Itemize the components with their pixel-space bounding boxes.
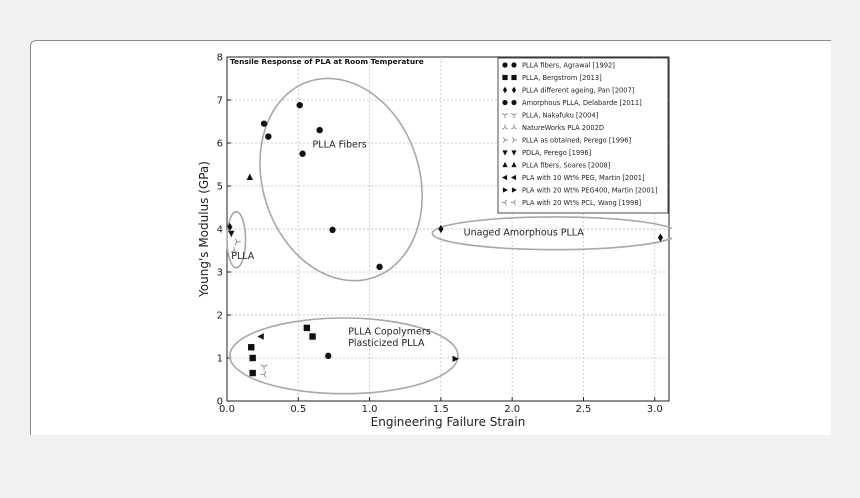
data-point: [296, 101, 303, 109]
axis-ticks: 0.0 0.5 1.0 1.5 2.0 2.5 3.0 0 1 2 3 4 5 6 7 8: [217, 53, 663, 416]
legend-entry-label: PLLA different ageing, Pan [2007]: [522, 87, 635, 95]
data-point: [260, 364, 268, 371]
legend-entry-label: PLA with 10 Wt% PEG, Martin [2001]: [522, 174, 645, 182]
data-point: [511, 124, 517, 130]
legend-entry-label: Amorphous PLLA, Delabarde [2011]: [522, 99, 642, 107]
data-point: [511, 187, 518, 193]
group-ellipse: [259, 77, 423, 282]
x-tick-label: 0.5: [290, 404, 306, 415]
data-point: [510, 199, 516, 206]
x-tick-label: 2.0: [504, 404, 520, 415]
data-point: [502, 124, 508, 130]
data-point: [265, 133, 272, 140]
legend-entry-label: PLLA fibers, Agrawal [1992]: [522, 62, 615, 70]
data-point: [299, 150, 306, 157]
data-point: [511, 99, 517, 106]
page-footer-area: [0, 435, 860, 498]
y-tick-label: 4: [217, 225, 223, 236]
y-axis-label: Young's Modulus (GPa): [197, 161, 211, 298]
x-tick-label: 1.0: [362, 404, 378, 415]
figure-container: 0.0 0.5 1.0 1.5 2.0 2.5 3.0 0 1 2 3 4 5 6 7 8 PLLA Fibe…: [197, 46, 679, 432]
data-point: [438, 224, 444, 234]
data-point: [246, 173, 254, 180]
y-tick-label: 8: [217, 53, 223, 64]
y-tick-label: 5: [217, 182, 223, 193]
x-tick-label: 0.0: [219, 404, 235, 415]
data-point: [503, 137, 509, 143]
y-tick-label: 6: [217, 139, 223, 150]
annotation-label: Plasticized PLLA: [348, 338, 425, 349]
data-points: [227, 101, 664, 378]
data-point: [303, 324, 311, 332]
x-tick-label: 1.5: [433, 404, 449, 415]
data-point: [230, 246, 238, 253]
data-point: [502, 86, 508, 94]
data-point: [657, 233, 664, 242]
x-tick-label: 2.5: [575, 404, 591, 415]
data-point: [309, 333, 316, 340]
data-point: [325, 352, 332, 360]
data-point: [260, 370, 267, 378]
data-point: [511, 62, 517, 68]
y-tick-label: 0: [217, 397, 223, 408]
legend-box: [497, 57, 669, 214]
legend-entry-label: PLLA fibers, Soares [2008]: [522, 162, 611, 170]
scatter-chart: 0.0 0.5 1.0 1.5 2.0 2.5 3.0 0 1 2 3 4 5 6 7 8 PLLA Fibe…: [197, 53, 679, 429]
data-point: [502, 113, 508, 119]
data-point: [249, 354, 256, 362]
data-point: [502, 187, 509, 193]
data-point: [260, 120, 268, 127]
data-point: [234, 238, 241, 246]
legend-entry-label: NatureWorks PLA 2002D: [522, 124, 604, 132]
data-point: [511, 86, 517, 94]
annotations: PLLA Fibers PLLA Unaged Amorphous PLLA PLLA…: [231, 139, 584, 349]
data-point: [316, 126, 323, 134]
y-tick-label: 2: [217, 311, 223, 322]
legend: PLLA fibers, Agrawal [1992] PLLA, Bergstr…: [497, 57, 669, 214]
x-axis-label: Engineering Failure Strain: [371, 415, 526, 429]
data-point: [376, 263, 383, 271]
data-point: [502, 99, 508, 106]
group-ellipse: [226, 211, 247, 269]
data-point: [249, 369, 256, 377]
annotation-label: PLLA Fibers: [313, 139, 367, 150]
legend-entry-label: PDLA, Perego [1996]: [522, 149, 592, 157]
annotation-label: Unaged Amorphous PLLA: [464, 227, 585, 238]
legend-entry-label: PLA with 20 Wt% PEG400, Martin [2001]: [522, 187, 658, 195]
data-point: [248, 344, 255, 351]
data-point: [329, 226, 336, 234]
group-ellipse: [229, 317, 459, 395]
data-point: [501, 174, 508, 181]
data-point: [511, 150, 517, 156]
data-point: [511, 113, 517, 119]
legend-entry-label: PLLA as obtained, Perego [1996]: [522, 137, 632, 145]
legend-entry-label: PLLA, Nakafuku [2004]: [522, 112, 599, 120]
annotation-label: PLLA: [231, 251, 255, 262]
y-tick-label: 1: [217, 354, 223, 365]
chart-title: Tensile Response of PLA at Room Temperat…: [230, 57, 424, 66]
data-point: [502, 150, 508, 156]
data-point: [502, 161, 508, 168]
x-tick-label: 3.0: [647, 404, 663, 415]
y-tick-label: 7: [217, 96, 223, 107]
legend-entry-label: PLA with 20 Wt% PCL, Wang [1998]: [522, 199, 641, 207]
annotation-label: PLLA Copolymers: [348, 326, 431, 337]
data-point: [502, 62, 508, 68]
data-point: [512, 137, 518, 143]
data-point: [257, 333, 264, 340]
data-point: [452, 355, 459, 363]
data-point: [511, 74, 517, 81]
data-point: [510, 174, 517, 181]
legend-entry-label: PLLA, Bergstrom [2013]: [522, 74, 602, 82]
data-point: [502, 74, 508, 81]
data-point: [501, 199, 507, 206]
data-point: [228, 230, 235, 238]
y-tick-label: 3: [217, 268, 223, 279]
data-point: [511, 161, 517, 168]
